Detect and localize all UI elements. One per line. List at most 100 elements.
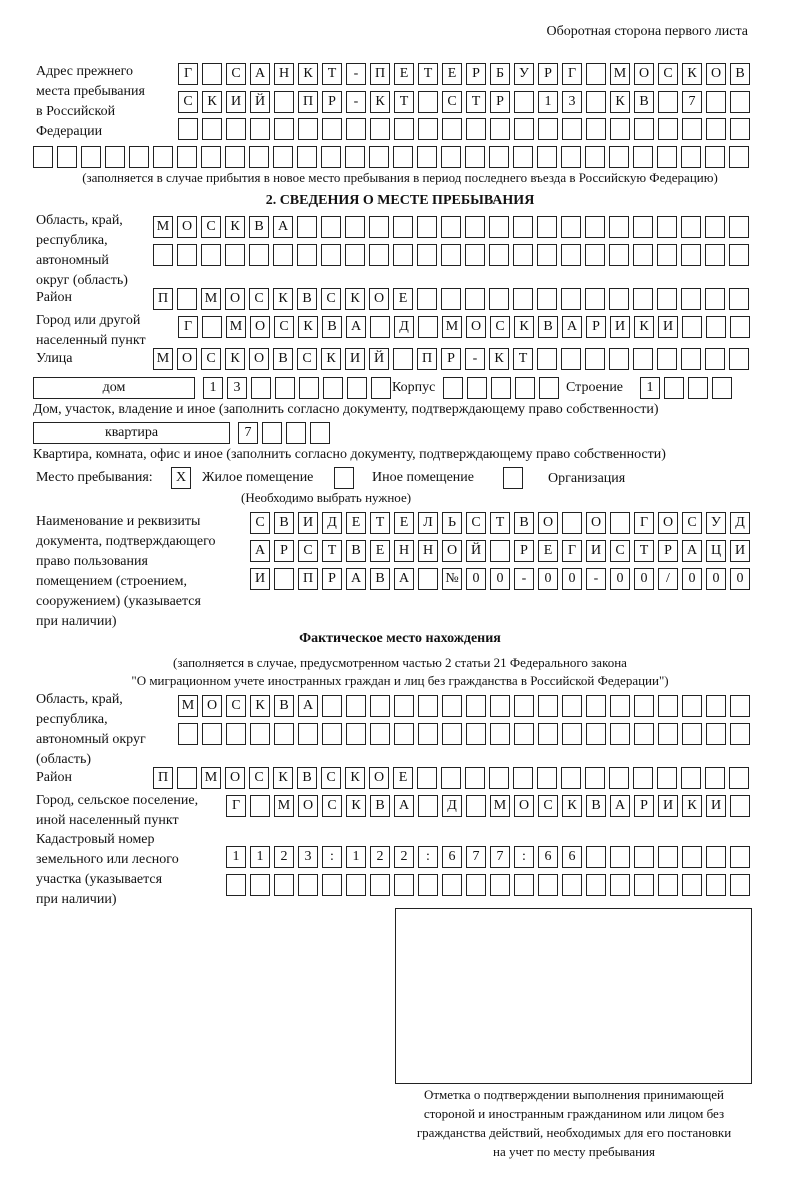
char-cell[interactable] <box>634 695 654 717</box>
char-cell[interactable]: С <box>490 316 510 338</box>
char-cell[interactable] <box>370 874 390 896</box>
char-cell[interactable]: 2 <box>370 846 390 868</box>
char-cell[interactable] <box>633 767 653 789</box>
char-cell[interactable]: / <box>658 568 678 590</box>
char-cell[interactable] <box>712 377 732 399</box>
char-cell[interactable]: А <box>394 568 414 590</box>
char-cell[interactable] <box>489 288 509 310</box>
char-cell[interactable]: Ь <box>442 512 462 534</box>
char-cell[interactable] <box>705 767 725 789</box>
char-cell[interactable] <box>347 377 367 399</box>
char-cell[interactable] <box>418 118 438 140</box>
char-cell[interactable]: К <box>370 91 390 113</box>
char-cell[interactable] <box>370 316 390 338</box>
char-cell[interactable] <box>466 723 486 745</box>
char-cell[interactable] <box>609 348 629 370</box>
char-cell[interactable]: Й <box>466 540 486 562</box>
char-cell[interactable]: А <box>346 316 366 338</box>
char-cell[interactable]: М <box>274 795 294 817</box>
char-cell[interactable] <box>633 288 653 310</box>
stay-checkbox-organization[interactable] <box>503 467 523 489</box>
char-cell[interactable] <box>297 244 317 266</box>
char-cell[interactable]: А <box>298 695 318 717</box>
char-cell[interactable] <box>298 723 318 745</box>
house-type-field[interactable]: дом <box>33 377 195 399</box>
char-cell[interactable] <box>465 767 485 789</box>
char-cell[interactable] <box>610 846 630 868</box>
char-cell[interactable] <box>417 767 437 789</box>
char-cell[interactable]: К <box>610 91 630 113</box>
char-cell[interactable] <box>466 874 486 896</box>
char-cell[interactable] <box>490 723 510 745</box>
char-cell[interactable]: Г <box>178 63 198 85</box>
char-cell[interactable] <box>177 288 197 310</box>
char-cell[interactable]: Г <box>562 540 582 562</box>
char-cell[interactable]: В <box>634 91 654 113</box>
char-cell[interactable]: К <box>250 695 270 717</box>
char-cell[interactable]: Е <box>370 540 390 562</box>
char-cell[interactable]: 6 <box>562 846 582 868</box>
char-cell[interactable] <box>275 377 295 399</box>
char-cell[interactable] <box>465 216 485 238</box>
char-cell[interactable] <box>537 216 557 238</box>
char-cell[interactable] <box>418 795 438 817</box>
char-cell[interactable]: - <box>465 348 485 370</box>
char-cell[interactable]: И <box>250 568 270 590</box>
char-cell[interactable]: К <box>562 795 582 817</box>
char-cell[interactable]: 7 <box>238 422 258 444</box>
char-cell[interactable] <box>729 244 749 266</box>
char-cell[interactable]: О <box>706 63 726 85</box>
char-cell[interactable] <box>489 146 509 168</box>
char-cell[interactable]: К <box>514 316 534 338</box>
char-cell[interactable]: О <box>202 695 222 717</box>
char-cell[interactable]: Д <box>322 512 342 534</box>
char-cell[interactable] <box>514 695 534 717</box>
char-cell[interactable] <box>417 146 437 168</box>
char-cell[interactable] <box>202 118 222 140</box>
char-cell[interactable] <box>538 874 558 896</box>
char-cell[interactable] <box>682 118 702 140</box>
char-cell[interactable] <box>633 146 653 168</box>
char-cell[interactable] <box>730 91 750 113</box>
char-cell[interactable] <box>682 723 702 745</box>
char-cell[interactable]: В <box>274 512 294 534</box>
char-cell[interactable]: П <box>370 63 390 85</box>
char-cell[interactable] <box>538 695 558 717</box>
char-cell[interactable] <box>441 288 461 310</box>
char-cell[interactable]: Р <box>274 540 294 562</box>
char-cell[interactable] <box>634 723 654 745</box>
char-cell[interactable] <box>705 244 725 266</box>
char-cell[interactable] <box>249 146 269 168</box>
char-cell[interactable] <box>688 377 708 399</box>
char-cell[interactable] <box>323 377 343 399</box>
char-cell[interactable]: 0 <box>706 568 726 590</box>
char-cell[interactable]: С <box>321 767 341 789</box>
flat-type-field[interactable]: квартира <box>33 422 230 444</box>
char-cell[interactable] <box>442 723 462 745</box>
char-cell[interactable]: Р <box>634 795 654 817</box>
char-cell[interactable] <box>489 244 509 266</box>
char-cell[interactable] <box>681 146 701 168</box>
char-cell[interactable]: В <box>297 767 317 789</box>
char-cell[interactable]: О <box>225 288 245 310</box>
char-cell[interactable]: 0 <box>466 568 486 590</box>
char-cell[interactable]: У <box>514 63 534 85</box>
char-cell[interactable] <box>153 146 173 168</box>
char-cell[interactable] <box>729 146 749 168</box>
char-cell[interactable] <box>514 118 534 140</box>
char-cell[interactable]: С <box>322 795 342 817</box>
char-cell[interactable]: Р <box>658 540 678 562</box>
char-cell[interactable] <box>657 348 677 370</box>
char-cell[interactable]: С <box>538 795 558 817</box>
char-cell[interactable] <box>225 146 245 168</box>
char-cell[interactable]: Р <box>441 348 461 370</box>
char-cell[interactable]: 1 <box>640 377 660 399</box>
char-cell[interactable]: : <box>322 846 342 868</box>
char-cell[interactable]: Г <box>562 63 582 85</box>
char-cell[interactable] <box>634 118 654 140</box>
char-cell[interactable]: К <box>682 795 702 817</box>
char-cell[interactable]: Т <box>370 512 390 534</box>
char-cell[interactable]: С <box>274 316 294 338</box>
char-cell[interactable] <box>706 874 726 896</box>
char-cell[interactable]: А <box>250 63 270 85</box>
